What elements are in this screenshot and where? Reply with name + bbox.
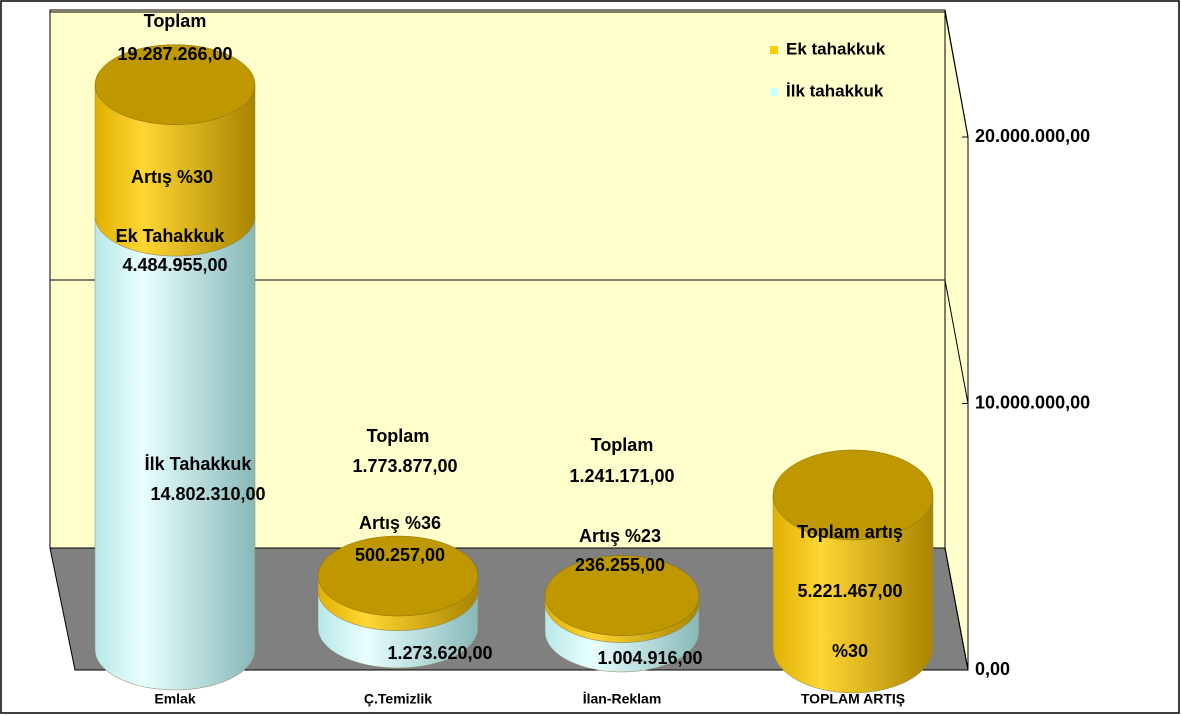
data-label: 1.273.620,00	[387, 643, 492, 663]
annotation: Ek Tahakkuk	[116, 226, 226, 246]
cylinder-top	[772, 449, 934, 541]
grid-line	[944, 547, 969, 671]
grid-line	[944, 11, 969, 138]
annotation: Artış %36	[359, 513, 441, 533]
annotation: Toplam	[367, 426, 430, 446]
y-tick-label: 10.000.000,00	[975, 392, 1090, 412]
annotation: 1.241.171,00	[569, 466, 674, 486]
x-tick-label: Emlak	[154, 691, 195, 707]
y-tick-label: 0,00	[975, 659, 1010, 679]
data-label: 236.255,00	[575, 555, 665, 575]
x-tick-label: Ç.Temizlik	[364, 691, 432, 707]
annotation: Artış %30	[131, 167, 213, 187]
annotation: %30	[832, 641, 868, 661]
legend-swatch	[770, 88, 778, 96]
cylinder-top	[317, 535, 479, 617]
annotation: Toplam	[591, 435, 654, 455]
x-tick-label: TOPLAM ARTIŞ	[801, 691, 905, 707]
x-tick-label: İlan-Reklam	[583, 691, 662, 707]
annotation: 1.773.877,00	[352, 456, 457, 476]
annotation: İlk Tahakkuk	[145, 454, 253, 474]
data-label: 4.484.955,00	[122, 255, 227, 275]
data-label: 14.802.310,00	[150, 484, 265, 504]
legend-box	[752, 28, 928, 108]
annotation: Artış %23	[579, 526, 661, 546]
data-label: 5.221.467,00	[797, 581, 902, 601]
annotation: Toplam artış	[797, 522, 903, 542]
legend-swatch	[770, 46, 778, 54]
data-label: 1.004.916,00	[597, 648, 702, 668]
legend-label: İlk tahakkuk	[786, 81, 884, 100]
data-label: 500.257,00	[355, 545, 445, 565]
legend-label: Ek tahakkuk	[786, 39, 886, 58]
annotation: Toplam	[144, 11, 207, 31]
y-tick-label: 20.000.000,00	[975, 126, 1090, 146]
cylinder-top	[94, 44, 256, 125]
annotation: 19.287.266,00	[117, 44, 232, 64]
cylinder-top	[544, 555, 700, 636]
grid-line	[944, 279, 969, 404]
